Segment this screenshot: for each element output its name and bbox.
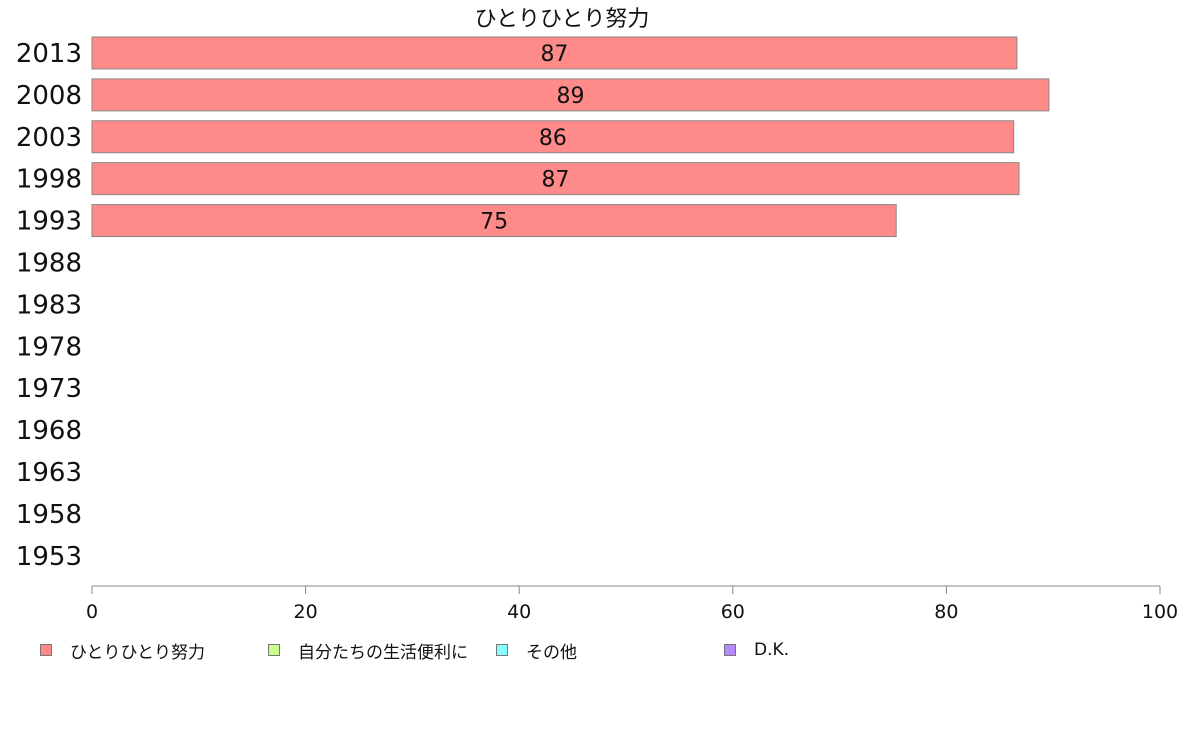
- bar-1993: [91, 204, 897, 238]
- legend-label: 自分たちの生活便利に: [298, 642, 468, 663]
- y-tick-label: 2013: [16, 39, 82, 69]
- legend-swatch: [40, 644, 52, 656]
- x-axis: 0 20 40 60 80 100: [86, 585, 1178, 620]
- legend-item: その他: [496, 636, 577, 664]
- y-tick-label: 1973: [16, 374, 82, 404]
- legend-label: その他: [526, 642, 577, 663]
- legend-swatch: [496, 644, 508, 656]
- legend: ひとりひとり努力 自分たちの生活便利に その他 D.K.: [0, 636, 1188, 664]
- bar-data-label: 87: [540, 42, 568, 67]
- y-tick-label: 1978: [16, 332, 82, 362]
- bar-chart: ひとりひとり努力 87 89 86 87 75 2013 2008 2003 1998 1993…: [16, 7, 1178, 620]
- y-tick-label: 1998: [16, 165, 82, 195]
- y-tick-label: 1968: [16, 416, 82, 446]
- legend-item: D.K.: [724, 636, 789, 664]
- y-tick-label: 1988: [16, 248, 82, 278]
- legend-swatch: [724, 644, 736, 656]
- y-tick-label: 2003: [16, 123, 82, 153]
- x-tick-label: 0: [86, 601, 98, 620]
- y-tick-label: 2008: [16, 81, 82, 111]
- bar-2008: [91, 78, 1050, 112]
- x-tick-label: 20: [294, 601, 318, 620]
- legend-item: ひとりひとり努力: [40, 636, 205, 664]
- chart-title: ひとりひとり努力: [475, 7, 650, 32]
- y-tick-label: 1963: [16, 458, 82, 488]
- legend-swatch: [268, 644, 280, 656]
- bar-data-label: 87: [542, 168, 570, 193]
- legend-label: ひとりひとり努力: [70, 642, 205, 663]
- legend-item: 自分たちの生活便利に: [268, 636, 468, 664]
- bars-group: 87 89 86 87 75: [91, 36, 1050, 238]
- legend-label: D.K.: [754, 640, 790, 660]
- bar-2013: [91, 36, 1018, 70]
- bar-data-label: 86: [539, 126, 567, 151]
- y-tick-label: 1953: [16, 542, 82, 572]
- y-tick-label: 1958: [16, 500, 82, 530]
- x-tick-label: 80: [934, 601, 958, 620]
- y-axis-labels: 2013 2008 2003 1998 1993 1988 1983 1978 1973 1968…: [16, 39, 82, 572]
- x-tick-label: 100: [1142, 601, 1178, 620]
- bar-data-label: 75: [480, 210, 508, 235]
- bar-2003: [91, 120, 1015, 154]
- bar-data-label: 89: [556, 84, 584, 109]
- y-tick-label: 1993: [16, 207, 82, 237]
- x-tick-label: 60: [721, 601, 745, 620]
- bar-1998: [91, 162, 1020, 196]
- x-tick-label: 40: [507, 601, 531, 620]
- y-tick-label: 1983: [16, 290, 82, 320]
